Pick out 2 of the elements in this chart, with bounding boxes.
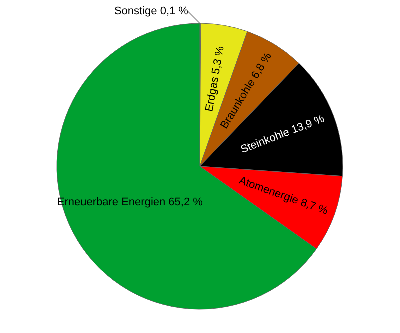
slice-label: Sonstige 0,1 % — [114, 6, 189, 18]
slice-label: Erdgas 5,3 % — [204, 45, 227, 113]
